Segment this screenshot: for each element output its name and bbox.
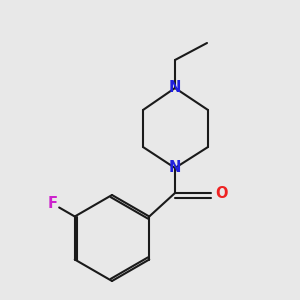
Text: O: O bbox=[215, 185, 227, 200]
Text: N: N bbox=[169, 80, 181, 95]
Text: F: F bbox=[47, 196, 57, 211]
Text: N: N bbox=[169, 160, 181, 175]
